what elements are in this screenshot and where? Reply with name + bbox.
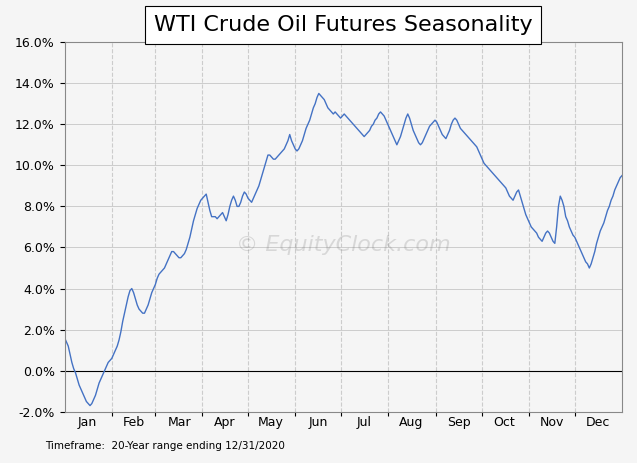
Text: © EquityClock.com: © EquityClock.com: [236, 235, 450, 256]
Text: Timeframe:  20-Year range ending 12/31/2020: Timeframe: 20-Year range ending 12/31/20…: [45, 441, 285, 451]
Title: WTI Crude Oil Futures Seasonality: WTI Crude Oil Futures Seasonality: [154, 15, 533, 35]
